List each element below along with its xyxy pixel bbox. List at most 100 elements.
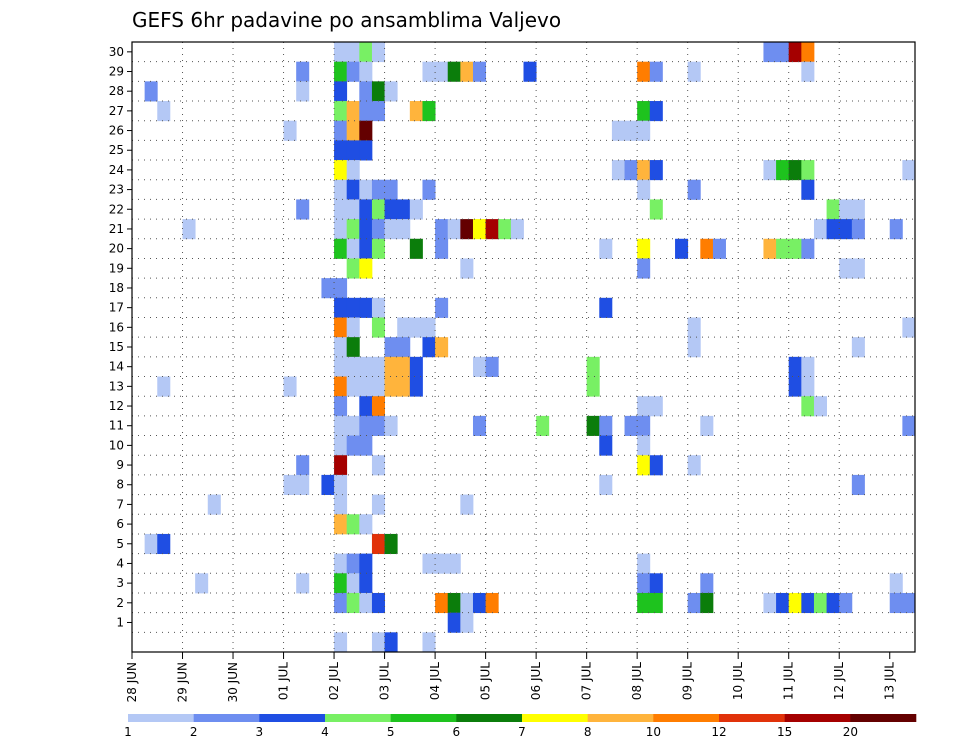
heatmap-cell [813, 592, 827, 614]
heatmap-cell [409, 356, 423, 377]
heatmap-cell [788, 42, 802, 63]
heatmap-cell [637, 101, 651, 122]
heatmap-cell [902, 592, 916, 614]
heatmap-cell [359, 61, 373, 82]
heatmap-cell [889, 573, 903, 594]
heatmap-cell [422, 61, 436, 82]
heatmap-cell [649, 61, 663, 82]
heatmap-cell [334, 179, 348, 200]
heatmap-cell [826, 592, 840, 614]
heatmap-cell [397, 317, 411, 338]
heatmap-cell [447, 612, 461, 633]
heatmap-cell [283, 376, 297, 397]
heatmap-cell [435, 337, 449, 358]
heatmap-cell [371, 199, 385, 220]
heatmap-cell [422, 101, 436, 122]
heatmap-cell [801, 238, 815, 259]
heatmap-cell [902, 160, 916, 181]
heatmap-cell [422, 317, 436, 338]
heatmap-cell [346, 219, 360, 240]
y-tick-label: 30 [109, 45, 124, 59]
x-tick-label: 13 JUL [883, 662, 897, 700]
colorbar-swatch [456, 714, 523, 722]
heatmap-cell [801, 592, 815, 614]
heatmap-cell [637, 238, 651, 259]
heatmap-cell [334, 553, 348, 574]
heatmap-cell [637, 415, 651, 436]
heatmap-cell [346, 376, 360, 397]
heatmap-cell [763, 42, 777, 63]
y-tick-label: 26 [109, 124, 124, 138]
y-tick-label: 21 [109, 222, 124, 236]
heatmap-cell [296, 474, 310, 495]
heatmap-cell [321, 278, 335, 299]
heatmap-cell [649, 455, 663, 476]
heatmap-cell [182, 219, 196, 240]
heatmap-cell [359, 140, 373, 161]
heatmap-cell [207, 494, 221, 515]
heatmap-cell [687, 592, 701, 614]
colorbar-label: 10 [646, 725, 661, 739]
heatmap-cell [447, 592, 461, 614]
heatmap-cell [296, 199, 310, 220]
heatmap-cell [359, 81, 373, 102]
heatmap-cell [788, 376, 802, 397]
heatmap-cell [435, 592, 449, 614]
heatmap-cell [371, 533, 385, 555]
heatmap-cell [637, 179, 651, 200]
heatmap-cell [334, 160, 348, 181]
colorbar-label: 4 [321, 725, 329, 739]
heatmap-cell [346, 101, 360, 122]
heatmap-cell [472, 356, 487, 377]
heatmap-cell [334, 219, 348, 240]
heatmap-cell [687, 317, 701, 338]
heatmap-cell [902, 415, 916, 436]
heatmap-cell [296, 81, 310, 102]
colorbar-label: 3 [256, 725, 264, 739]
y-tick-label: 18 [109, 281, 124, 295]
heatmap-cell [839, 592, 853, 614]
heatmap-cell [649, 199, 663, 220]
heatmap-cell [397, 199, 411, 220]
heatmap-cell [371, 376, 385, 397]
heatmap-cell [346, 415, 360, 436]
heatmap-cell [397, 376, 411, 397]
heatmap-cell [700, 592, 714, 614]
colorbar: 1 2 3 4 5 6 7 8 10 12 15 20 [124, 714, 917, 739]
heatmap-cell [435, 61, 449, 82]
colorbar-swatch [259, 714, 326, 722]
colorbar-label: 7 [518, 725, 526, 739]
y-tick-label: 20 [109, 242, 124, 256]
heatmap-cell [851, 199, 865, 220]
heatmap-cell [283, 120, 297, 141]
axes: 1234567891011121314151617181920212223242… [109, 41, 916, 702]
heatmap-cell [422, 632, 436, 653]
heatmap-cell [776, 42, 790, 63]
heatmap-cell [637, 455, 651, 476]
chart-title: GEFS 6hr padavine po ansamblima Valjevo [132, 8, 561, 32]
heatmap-cell [359, 514, 373, 535]
heatmap-cell [813, 396, 827, 417]
heatmap-cell [788, 160, 802, 181]
heatmap-cell [144, 81, 158, 102]
heatmap-cell [599, 297, 613, 318]
heatmap-cell [649, 396, 663, 417]
heatmap-cell [384, 415, 398, 436]
x-tick-label: 02 JUL [327, 662, 341, 700]
heatmap-cell [334, 101, 348, 122]
heatmap-cell [637, 61, 651, 82]
heatmap-cell [359, 356, 373, 377]
x-tick-label: 05 JUL [479, 662, 493, 700]
heatmap-cell [435, 219, 449, 240]
heatmap-cell [346, 140, 360, 161]
colorbar-swatch [587, 714, 654, 722]
heatmap-cell [435, 238, 449, 259]
heatmap-cell [611, 160, 625, 181]
heatmap-cell [637, 553, 651, 574]
heatmap-cell [422, 179, 436, 200]
heatmap-cell [637, 120, 651, 141]
y-tick-label: 8 [116, 478, 124, 492]
heatmap-cells [144, 42, 916, 653]
heatmap-cell [384, 632, 398, 653]
